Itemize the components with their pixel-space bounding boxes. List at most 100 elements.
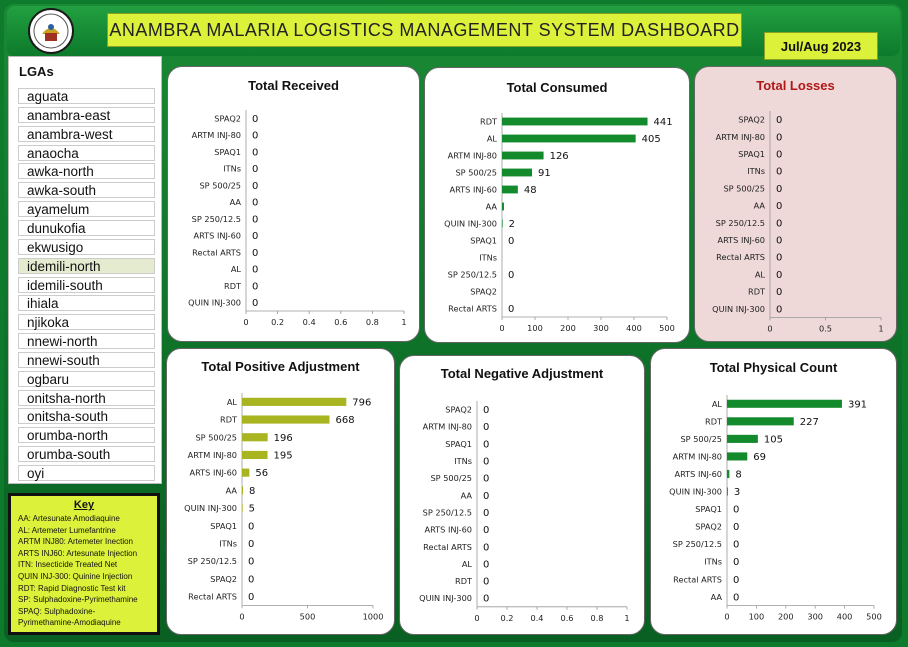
category-label: ARTS INJ-60 xyxy=(189,468,237,478)
bar xyxy=(242,397,347,406)
category-label: SPAQ2 xyxy=(214,113,241,123)
total-physical-count-chart: AL 391 RDT 227 SP 500/25 105 ARTM INJ-80 69 ARTS… xyxy=(669,395,882,622)
data-label: 405 xyxy=(642,134,661,145)
category-label: AL xyxy=(462,559,473,569)
lga-item-awka-south[interactable]: awka-south xyxy=(18,182,155,199)
data-label: 0 xyxy=(483,405,489,416)
category-label: Rectal ARTS xyxy=(716,252,765,262)
x-tick-label: 0 xyxy=(724,612,729,622)
data-label: 195 xyxy=(274,450,293,461)
lga-item-ihiala[interactable]: ihiala xyxy=(18,295,155,312)
category-label: ARTS INJ-60 xyxy=(717,235,765,245)
data-label: 91 xyxy=(538,168,551,179)
data-label: 0 xyxy=(252,164,258,175)
key-lines: AA: Artesunate Amodiaquine AL: Artemeter … xyxy=(18,513,150,629)
key-line: ITN: Insecticide Treated Net xyxy=(18,560,118,570)
lga-item-ekwusigo[interactable]: ekwusigo xyxy=(18,238,155,255)
category-label: AA xyxy=(230,197,242,207)
x-tick-label: 1000 xyxy=(363,611,384,621)
category-label: AL xyxy=(227,397,238,407)
data-label: 391 xyxy=(848,399,867,410)
data-label: 0 xyxy=(252,198,258,209)
data-label: 0 xyxy=(776,218,782,229)
x-tick-label: 300 xyxy=(593,323,609,333)
x-tick-label: 500 xyxy=(300,611,316,621)
category-label: ARTS INJ-60 xyxy=(424,525,472,535)
lga-item-idemili-north[interactable]: idemili-north xyxy=(18,257,155,274)
lga-item-dunukofia[interactable]: dunukofia xyxy=(18,219,155,236)
category-label: RDT xyxy=(705,416,723,426)
x-tick-label: 0 xyxy=(767,323,772,333)
category-label: SPAQ1 xyxy=(470,236,497,246)
data-label: 2 xyxy=(509,219,515,230)
data-label: 0 xyxy=(483,559,489,570)
data-label: 0 xyxy=(776,201,782,212)
category-label: SP 500/25 xyxy=(195,432,237,442)
data-label: 0 xyxy=(252,281,258,292)
category-label: AA xyxy=(486,202,498,212)
data-label: 0 xyxy=(776,115,782,126)
data-label: 0 xyxy=(776,287,782,298)
x-tick-label: 100 xyxy=(527,323,543,333)
lga-item-orumba-north[interactable]: orumba-north xyxy=(18,427,155,444)
x-tick-label: 300 xyxy=(807,612,823,622)
chart-title: Total Positive Adjustment xyxy=(201,359,360,374)
lga-item-orumba-south[interactable]: orumba-south xyxy=(18,446,155,463)
data-label: 0 xyxy=(248,592,254,603)
category-label: SPAQ2 xyxy=(210,574,237,584)
category-label: QUIN INJ-300 xyxy=(184,503,237,513)
data-label: 441 xyxy=(654,117,673,128)
lga-panel-title: LGAs xyxy=(19,64,54,79)
bar xyxy=(242,415,330,424)
lga-item-nnewi-north[interactable]: nnewi-north xyxy=(18,333,155,350)
category-label: Rectal ARTS xyxy=(423,542,472,552)
category-label: RDT xyxy=(748,287,766,297)
bar xyxy=(502,168,533,177)
x-tick-label: 0.2 xyxy=(271,317,284,327)
data-label: 126 xyxy=(550,151,569,162)
x-tick-label: 100 xyxy=(749,612,765,622)
lga-item-aguata[interactable]: aguata xyxy=(18,88,155,104)
category-label: ARTM INJ-80 xyxy=(673,451,722,461)
lga-item-anambra-east[interactable]: anambra-east xyxy=(18,106,155,123)
key-line: SPAQ: Sulphadoxine- xyxy=(18,606,96,616)
lga-item-ogbaru[interactable]: ogbaru xyxy=(18,370,155,387)
total-losses-panel: Total Losses SPAQ2 0 ARTM INJ-80 0 SPAQ1 0 ITN… xyxy=(694,66,897,342)
dashboard-title: ANAMBRA MALARIA LOGISTICS MANAGEMENT SYS… xyxy=(107,13,742,47)
lga-item-idemili-south[interactable]: idemili-south xyxy=(18,276,155,293)
lga-item-oyi[interactable]: oyi xyxy=(18,465,155,481)
lga-item-njikoka[interactable]: njikoka xyxy=(18,314,155,331)
data-label: 0 xyxy=(483,491,489,502)
data-label: 0 xyxy=(252,131,258,142)
lga-item-awka-north[interactable]: awka-north xyxy=(18,163,155,180)
category-label: QUIN INJ-300 xyxy=(712,304,765,314)
data-label: 8 xyxy=(735,469,741,480)
category-label: SP 250/12.5 xyxy=(448,270,497,280)
bar xyxy=(242,503,243,513)
x-tick-label: 1 xyxy=(401,317,406,327)
lga-item-anaocha[interactable]: anaocha xyxy=(18,144,155,161)
data-label: 0 xyxy=(776,270,782,281)
lga-item-onitsha-south[interactable]: onitsha-south xyxy=(18,408,155,425)
bar xyxy=(502,117,648,126)
data-label: 0 xyxy=(248,574,254,585)
total-consumed-panel: Total Consumed RDT 441 AL 405 ARTM INJ-80 126… xyxy=(424,67,690,343)
data-label: 668 xyxy=(336,415,355,426)
lga-item-ayamelum[interactable]: ayamelum xyxy=(18,201,155,218)
x-tick-label: 400 xyxy=(837,612,853,622)
x-tick-label: 0.4 xyxy=(530,613,543,623)
category-label: SP 250/12.5 xyxy=(188,556,237,566)
lga-item-anambra-west[interactable]: anambra-west xyxy=(18,125,155,142)
lga-item-onitsha-north[interactable]: onitsha-north xyxy=(18,389,155,406)
data-label: 0 xyxy=(508,304,514,315)
x-tick-label: 0.5 xyxy=(819,323,832,333)
data-label: 0 xyxy=(483,457,489,468)
key-line: AL: Artemeter Lumefantrine xyxy=(18,525,116,535)
data-label: 8 xyxy=(249,486,255,497)
category-label: AA xyxy=(711,592,723,602)
lga-item-nnewi-south[interactable]: nnewi-south xyxy=(18,351,155,368)
category-label: ARTS INJ-60 xyxy=(193,231,241,241)
data-label: 0 xyxy=(252,181,258,192)
